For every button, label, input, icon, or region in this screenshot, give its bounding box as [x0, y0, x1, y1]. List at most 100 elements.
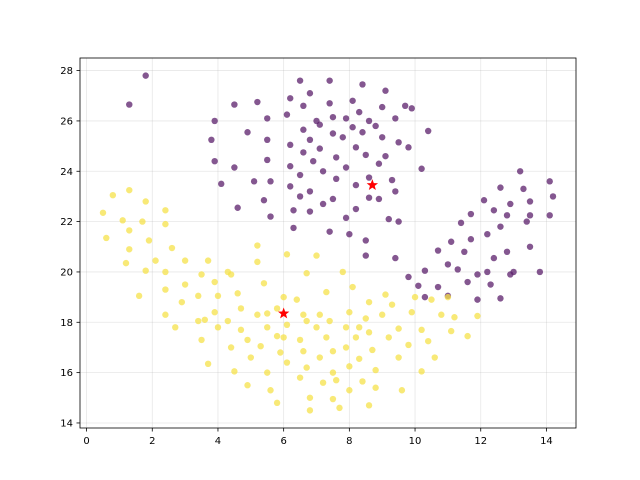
scatter-point-cluster-2: [372, 384, 379, 391]
scatter-point-cluster-1: [365, 174, 373, 181]
scatter-point-cluster-2: [300, 311, 307, 318]
scatter-point-cluster-1: [474, 296, 481, 303]
scatter-point-cluster-2: [300, 348, 307, 355]
scatter-point-cluster-2: [346, 363, 353, 370]
scatter-point-cluster-2: [237, 305, 245, 312]
scatter-point-cluster-2: [474, 312, 481, 320]
scatter-point-cluster-2: [313, 252, 320, 259]
scatter-point-cluster-1: [362, 252, 369, 259]
scatter-point-cluster-1: [526, 243, 534, 250]
scatter-point-cluster-2: [273, 332, 281, 340]
x-tick-label: 12: [474, 436, 487, 447]
scatter-point-cluster-1: [329, 195, 337, 203]
scatter-point-cluster-1: [333, 175, 340, 183]
scatter-point-cluster-1: [211, 157, 218, 165]
scatter-point-cluster-2: [424, 337, 432, 345]
scatter-point-cluster-1: [392, 188, 399, 195]
centroid-star-marker: [366, 179, 379, 190]
scatter-point-cluster-1: [526, 212, 534, 219]
scatter-point-cluster-2: [306, 407, 314, 414]
scatter-point-cluster-2: [126, 246, 133, 253]
scatter-point-cluster-1: [306, 208, 314, 215]
scatter-point-cluster-1: [467, 210, 475, 218]
scatter-point-cluster-2: [267, 387, 274, 394]
y-tick-label: 28: [60, 66, 73, 77]
scatter-point-cluster-2: [293, 296, 300, 303]
scatter-point-cluster-2: [254, 258, 261, 266]
scatter-point-cluster-2: [264, 324, 271, 331]
scatter-point-cluster-2: [195, 292, 202, 300]
scatter-point-cluster-2: [178, 298, 186, 306]
scatter-point-cluster-1: [310, 157, 317, 165]
scatter-point-cluster-1: [306, 90, 314, 97]
scatter-point-cluster-1: [457, 219, 465, 227]
scatter-point-cluster-2: [283, 251, 291, 258]
scatter-point-cluster-2: [280, 293, 287, 301]
scatter-point-cluster-2: [198, 336, 205, 344]
scatter-point-cluster-1: [484, 268, 491, 276]
scatter-point-cluster-1: [444, 261, 452, 268]
scatter-point-cluster-2: [195, 317, 202, 325]
scatter-point-cluster-2: [204, 360, 212, 368]
scatter-point-cluster-2: [408, 309, 415, 316]
x-tick-label: 0: [83, 436, 89, 447]
scatter-point-cluster-1: [520, 185, 527, 193]
scatter-point-cluster-2: [365, 298, 373, 306]
y-tick-label: 18: [60, 318, 73, 329]
scatter-point-cluster-2: [319, 379, 327, 386]
scatter-point-cluster-1: [395, 139, 402, 146]
scatter-point-cluster-1: [342, 164, 350, 171]
scatter-point-cluster-2: [418, 326, 425, 334]
scatter-point-cluster-2: [447, 327, 455, 335]
scatter-point-cluster-1: [300, 149, 307, 156]
scatter-point-cluster-1: [434, 283, 442, 291]
scatter-point-cluster-2: [359, 378, 366, 385]
scatter-point-cluster-2: [162, 286, 169, 293]
scatter-point-cluster-2: [388, 301, 396, 308]
scatter-point-cluster-2: [372, 366, 379, 374]
scatter-point-cluster-2: [254, 242, 261, 249]
scatter-point-cluster-1: [283, 111, 291, 118]
scatter-point-cluster-1: [362, 151, 369, 159]
scatter-point-cluster-1: [415, 282, 422, 289]
scatter-point-cluster-1: [487, 281, 494, 288]
scatter-point-cluster-1: [250, 178, 258, 185]
scatter-point-cluster-1: [405, 144, 412, 151]
scatter-point-cluster-1: [349, 124, 356, 131]
scatter-point-cluster-2: [201, 316, 209, 323]
x-tick-label: 14: [540, 436, 553, 447]
scatter-point-cluster-1: [503, 248, 511, 256]
scatter-point-cluster-1: [316, 145, 323, 152]
scatter-point-cluster-1: [260, 197, 268, 204]
scatter-point-cluster-1: [254, 98, 261, 106]
scatter-point-cluster-2: [323, 288, 330, 296]
scatter-point-cluster-1: [516, 168, 524, 175]
scatter-point-cluster-1: [375, 160, 383, 167]
scatter-point-cluster-2: [227, 344, 235, 351]
scatter-point-cluster-2: [135, 292, 143, 300]
scatter-point-cluster-1: [523, 218, 530, 225]
scatter-point-cluster-1: [359, 81, 366, 88]
scatter-point-cluster-2: [162, 311, 169, 318]
scatter-point-cluster-2: [438, 311, 445, 318]
centroid-star-marker: [277, 307, 290, 319]
scatter-point-cluster-2: [244, 336, 251, 344]
scatter-point-cluster-2: [395, 325, 402, 332]
scatter-point-cluster-2: [339, 268, 346, 276]
scatter-point-cluster-2: [126, 227, 133, 234]
scatter-point-cluster-1: [211, 117, 218, 125]
scatter-point-cluster-2: [224, 268, 232, 276]
scatter-point-cluster-2: [168, 244, 176, 252]
scatter-point-cluster-2: [211, 278, 218, 286]
scatter-point-cluster-2: [329, 348, 337, 355]
scatter-point-cluster-1: [290, 207, 297, 214]
scatter-point-cluster-1: [490, 254, 498, 262]
scatter-point-cluster-2: [260, 280, 268, 287]
scatter-point-cluster-2: [273, 305, 281, 312]
scatter-point-cluster-2: [234, 290, 241, 297]
scatter-point-cluster-1: [365, 117, 373, 125]
scatter-point-cluster-1: [326, 100, 333, 107]
scatter-point-cluster-2: [346, 309, 353, 316]
scatter-point-cluster-2: [198, 271, 205, 278]
